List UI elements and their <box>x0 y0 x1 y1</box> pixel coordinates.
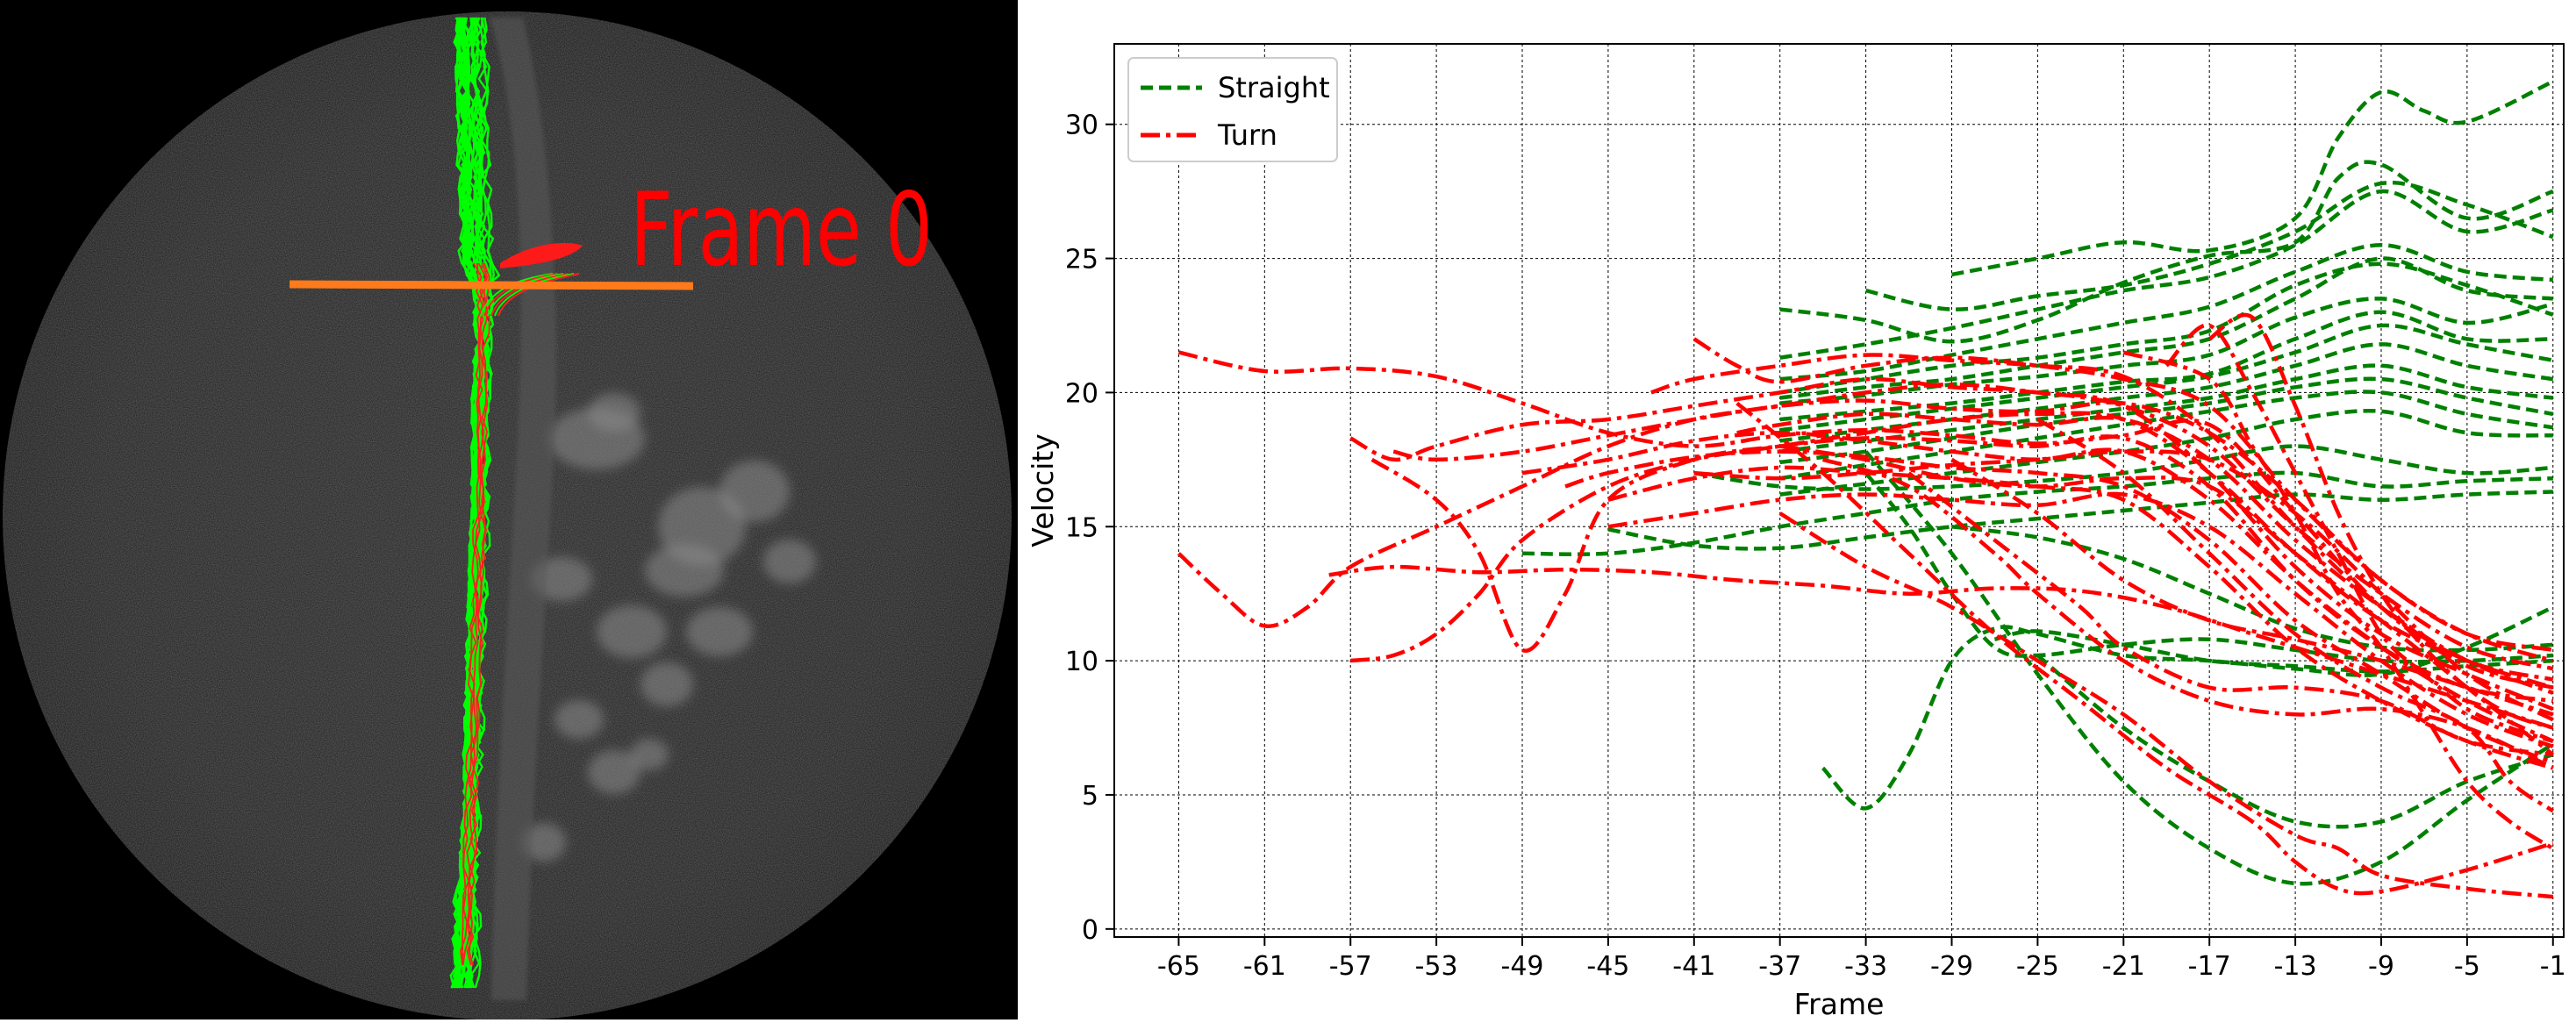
x-tick-label: -13 <box>2274 951 2317 982</box>
x-tick-label: -21 <box>2102 951 2145 982</box>
turn-track <box>468 262 490 966</box>
series-line-turn <box>1349 376 2554 671</box>
echo-blob <box>686 607 753 656</box>
turn-track <box>460 262 484 966</box>
plot-area <box>1113 43 2565 938</box>
echo-blob <box>640 662 693 706</box>
y-tick-label: 5 <box>1082 781 1098 812</box>
series-line-straight <box>1864 471 2553 664</box>
x-tick-label: -9 <box>2368 951 2394 982</box>
echo-blob <box>763 540 816 583</box>
y-tick-label: 20 <box>1065 378 1098 409</box>
legend-label-turn: Turn <box>1217 118 1277 152</box>
x-tick-label: -33 <box>1844 951 1887 982</box>
series-line-straight <box>1779 363 2554 454</box>
x-tick-label: -17 <box>2188 951 2231 982</box>
velocity-chart: -65 -61 -57 -53 -49 -45 -41 -37 -33 -29 -25 -21 -17 -… <box>1018 0 2576 1021</box>
series-line-turn <box>1692 337 2554 663</box>
y-axis-label: Velocity <box>1026 433 1060 547</box>
x-tick-label: -45 <box>1586 951 1629 982</box>
series-line-turn <box>1607 465 2554 770</box>
series-line-straight <box>2036 654 2554 829</box>
frame-zero-line <box>289 280 694 290</box>
series-line-straight <box>1779 376 2554 465</box>
series-line-turn <box>1328 564 2554 730</box>
x-tick-label: -5 <box>2454 951 2480 982</box>
straight-track <box>454 17 484 989</box>
series-line-straight <box>1779 342 2554 443</box>
y-tick-label: 15 <box>1065 512 1098 543</box>
x-tick-label: -41 <box>1672 951 1715 982</box>
series-line-turn <box>1349 411 2554 690</box>
x-tick-label: -37 <box>1758 951 1801 982</box>
y-tick-label: 10 <box>1065 647 1098 677</box>
legend: Straight Turn <box>1127 57 1338 162</box>
y-tick-label: 25 <box>1065 245 1098 275</box>
series-layer <box>1177 79 2555 899</box>
turn-track <box>462 262 484 966</box>
series-line-turn <box>1821 457 2554 770</box>
series-line-turn <box>1735 401 2554 896</box>
radar-image: Frame 0 <box>3 11 1012 1020</box>
echo-blob <box>645 544 724 597</box>
echo-blob <box>555 700 604 739</box>
radar-panel: Frame 0 <box>0 0 1018 1020</box>
y-tick-label: 0 <box>1082 915 1098 946</box>
sonar-noise <box>3 11 1012 1020</box>
series-line-straight <box>1779 323 2554 433</box>
frame-zero-label: Frame 0 <box>630 171 933 290</box>
echo-blob <box>522 823 566 862</box>
series-line-turn <box>1693 449 2554 722</box>
series-line-straight <box>1779 390 2554 481</box>
echo-blob <box>630 739 669 770</box>
turn-track-blob <box>500 242 583 268</box>
series-line-turn <box>1177 382 2554 712</box>
grid <box>1114 44 2564 937</box>
echo-blob <box>588 750 640 794</box>
x-tick-label: -1 <box>2540 951 2566 982</box>
x-tick-label: -53 <box>1415 951 1458 982</box>
series-line-straight <box>1779 310 2553 422</box>
x-tick-label: -57 <box>1329 951 1372 982</box>
series-line-turn <box>1564 449 2554 765</box>
series-line-straight <box>1779 297 2554 405</box>
series-line-turn <box>2165 323 2554 743</box>
straight-tracks <box>449 17 501 989</box>
series-line-turn <box>2122 350 2554 851</box>
series-line-straight <box>1864 450 2555 886</box>
series-line-straight <box>1607 490 2553 551</box>
x-tick-label: -25 <box>2016 951 2059 982</box>
series-line-turn <box>1950 457 2554 717</box>
echo-blob <box>597 605 667 658</box>
series-line-straight <box>1865 180 2554 311</box>
echo-blobs <box>522 393 816 862</box>
x-tick-label: -65 <box>1157 951 1200 982</box>
series-line-turn <box>1736 411 2554 695</box>
series-line-turn <box>1907 471 2554 757</box>
y-tick-label: 30 <box>1065 111 1098 141</box>
echo-blob <box>719 461 790 522</box>
x-axis-label: Frame <box>1794 987 1885 1019</box>
echo-blob <box>588 393 640 432</box>
series-line-straight <box>1779 243 2554 382</box>
series-line-straight <box>1779 261 2554 395</box>
legend-label-straight: Straight <box>1218 71 1330 104</box>
series-line-turn <box>1779 444 2555 756</box>
x-tick-label: -49 <box>1501 951 1544 982</box>
chart-svg: -65 -61 -57 -53 -49 -45 -41 -37 -33 -29 -25 -21 -17 -… <box>1026 43 2566 1021</box>
series-line-turn <box>1778 512 2554 899</box>
series-line-straight <box>1779 189 2554 360</box>
series-line-straight <box>1521 470 2553 556</box>
series-line-turn <box>1607 491 2554 749</box>
axis-ticks: -65 -61 -57 -53 -49 -45 -41 -37 -33 -29 -25 -21 -17 -… <box>1065 111 2566 982</box>
series-line-straight <box>1951 525 2553 653</box>
series-line-turn <box>1370 434 2554 704</box>
x-tick-label: -61 <box>1243 951 1286 982</box>
x-tick-label: -29 <box>1930 951 1973 982</box>
series-line-straight <box>1821 604 2554 811</box>
series-line-straight <box>1951 79 2554 277</box>
